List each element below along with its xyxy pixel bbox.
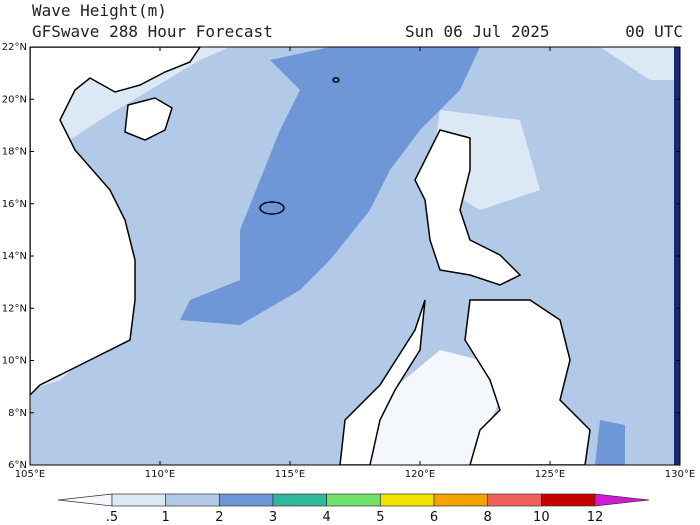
palawan-borneo [339,299,426,465]
time: 00 UTC [625,22,683,41]
colorbar-cell [165,493,220,507]
colorbar-label: .5 [106,510,118,525]
colorbar-cell [433,493,489,507]
colorbar-label: 4 [323,510,331,525]
visayas-mindanao [464,299,591,465]
colorbar-label: 2 [215,510,223,525]
colorbar-triangle [594,493,650,507]
colorbar-cell [379,493,435,507]
colorbar-cell [272,493,328,507]
title: Wave Height(m) [32,1,167,20]
islands [259,201,285,215]
light-area [600,47,680,80]
lat-label: 18°N [2,147,27,158]
lat-label: 22°N [2,42,27,53]
lon-label: 130°E [665,469,695,480]
colorbar-cell [111,493,167,507]
mainland [30,47,201,397]
lat-label: 10°N [2,356,27,367]
colorbar-label: 8 [484,510,492,525]
lon-label: 115°E [275,469,305,480]
colorbar-cell [487,493,542,507]
lat-label: 12°N [2,303,27,314]
colorbar-label: 1 [162,510,170,525]
colorbar-triangle [57,493,113,507]
lat-label: 16°N [2,199,27,210]
lat-label: 6°N [8,460,27,471]
lat-label: 20°N [2,94,27,105]
lat-label: 8°N [8,408,27,419]
colorbar-label: 6 [430,510,438,525]
islands [332,77,340,83]
lon-label: 110°E [145,469,175,480]
high-wave-area [595,420,625,465]
lat-label: 14°N [2,251,27,262]
lon-label: 105°E [15,469,45,480]
lon-label: 125°E [535,469,565,480]
date: Sun 06 Jul 2025 [405,22,550,41]
subtitle: GFSwave 288 Hour Forecast [32,22,273,41]
map [29,46,681,466]
colorbar-label: 10 [533,510,550,525]
colorbar-cell [326,493,381,507]
calm-area [360,350,500,465]
colorbar-label: 3 [269,510,277,525]
colorbar-label: 12 [587,510,604,525]
colorbar-label: 5 [376,510,384,525]
luzon [414,129,522,286]
high-wave-area [180,47,480,325]
lon-label: 120°E [405,469,435,480]
hainan [124,97,173,141]
colorbar-cell [540,493,596,507]
colorbar-cell [218,493,274,507]
